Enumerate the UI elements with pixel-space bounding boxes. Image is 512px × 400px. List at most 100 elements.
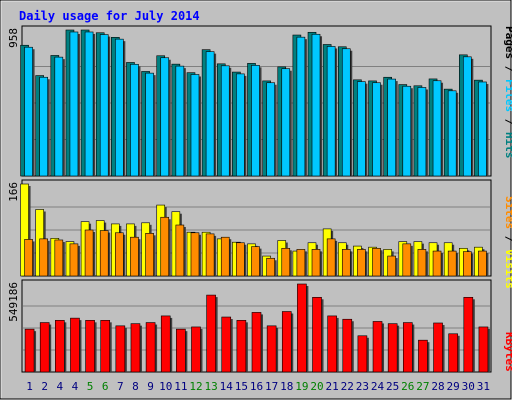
x-tick-label: 17	[265, 380, 278, 393]
x-tick-label: 26	[401, 380, 414, 393]
bar-sites	[160, 216, 170, 277]
bar-sites	[281, 247, 291, 277]
bar-kbytes	[342, 318, 353, 373]
bar-sites	[54, 239, 64, 277]
bar-sites	[130, 236, 139, 277]
x-tick-label: 11	[174, 380, 187, 393]
bar-kbytes	[191, 326, 201, 373]
bar-sites	[115, 232, 124, 277]
x-tick-label: 28	[431, 380, 444, 393]
bar-sites	[432, 250, 442, 277]
bar-sites	[478, 250, 487, 277]
bar-files	[341, 48, 351, 177]
bar-files	[432, 80, 442, 177]
bar-files	[39, 76, 48, 177]
legend-visits: Visits	[503, 249, 512, 289]
bar-sites	[236, 242, 245, 277]
x-tick-label: 24	[371, 380, 385, 393]
x-tick-label: 25	[386, 380, 399, 393]
legend-sites: Sites	[503, 196, 512, 229]
bar-sites	[296, 249, 306, 277]
bar-files	[160, 57, 170, 177]
x-tick-label: 6	[102, 380, 109, 393]
x-tick-label: 18	[280, 380, 293, 393]
bar-sites	[372, 247, 381, 277]
bar-sites	[175, 224, 185, 277]
bar-kbytes	[312, 296, 322, 373]
bar-files	[145, 72, 154, 177]
y-max-label: 166	[7, 182, 20, 202]
bar-sites	[220, 236, 230, 277]
bar-kbytes	[85, 320, 95, 373]
legend-files: Files	[503, 79, 512, 112]
bar-kbytes	[281, 311, 292, 373]
bar-files	[387, 78, 396, 177]
panel-pages-files-hits: 958 Pages / Files / Hits	[7, 25, 512, 177]
bar-sites	[311, 249, 321, 277]
bar-sites	[84, 229, 94, 277]
x-tick-label: 7	[117, 380, 124, 393]
bar-sites	[190, 232, 200, 277]
bar-files	[296, 36, 306, 177]
bar-files	[266, 82, 275, 177]
bar-files	[357, 81, 366, 177]
bar-sites	[24, 239, 33, 277]
bar-kbytes	[418, 339, 428, 373]
x-tick-label: 9	[147, 380, 154, 393]
bar-kbytes	[433, 322, 443, 373]
bar-kbytes	[236, 320, 247, 373]
bar-kbytes	[448, 333, 458, 373]
legend-labels: Pages / Files / Hits	[503, 26, 512, 159]
bar-kbytes	[463, 296, 474, 373]
x-tick-label: 13	[204, 380, 217, 393]
x-tick-label: 12	[189, 380, 202, 393]
bar-kbytes	[251, 312, 262, 373]
bar-files	[205, 51, 215, 177]
x-tick-label: 21	[326, 380, 339, 393]
bar-kbytes	[39, 322, 50, 373]
bar-sites	[39, 238, 48, 277]
legend-separator: /	[503, 229, 512, 249]
bar-kbytes	[160, 315, 171, 373]
bar-sites	[251, 246, 260, 277]
bar-files	[84, 31, 94, 177]
x-tick-label: 30	[462, 380, 475, 393]
legend-kbytes: KBytes	[503, 332, 512, 372]
panel-sites-visits: 166 Sites / Visits	[7, 179, 512, 289]
bar-kbytes	[130, 323, 141, 373]
bar-sites	[447, 250, 457, 277]
x-tick-label: 14	[220, 380, 234, 393]
bar-kbytes	[206, 294, 216, 373]
bar-files	[417, 87, 427, 177]
bar-sites	[145, 233, 154, 277]
bar-files	[251, 65, 260, 177]
bar-files	[115, 38, 124, 177]
bar-files	[402, 85, 412, 177]
x-tick-label: 29	[447, 380, 460, 393]
x-tick-label: 8	[132, 380, 139, 393]
bar-kbytes	[115, 325, 126, 373]
bar-sites	[463, 251, 472, 277]
bar-files	[24, 46, 33, 177]
bar-sites	[69, 243, 79, 277]
x-tick-label: 19	[295, 380, 308, 393]
bar-files	[281, 68, 291, 177]
y-max-label: 549186	[7, 282, 20, 322]
bar-files	[372, 82, 381, 177]
panel-kbytes: 549186 KBytes	[7, 279, 512, 373]
x-tick-label: 4	[57, 380, 64, 393]
x-tick-label: 4	[72, 380, 79, 393]
bar-kbytes	[176, 328, 186, 373]
bar-kbytes	[478, 326, 489, 373]
bar-kbytes	[372, 321, 383, 373]
bar-files	[220, 65, 230, 177]
legend-separator: /	[503, 59, 512, 79]
bar-sites	[99, 230, 109, 277]
bar-files	[311, 33, 321, 177]
x-tick-label: 1	[26, 380, 33, 393]
bar-sites	[341, 249, 351, 277]
legend-labels: Sites / Visits	[503, 196, 512, 289]
bar-kbytes	[327, 315, 337, 373]
bar-kbytes	[402, 322, 413, 373]
